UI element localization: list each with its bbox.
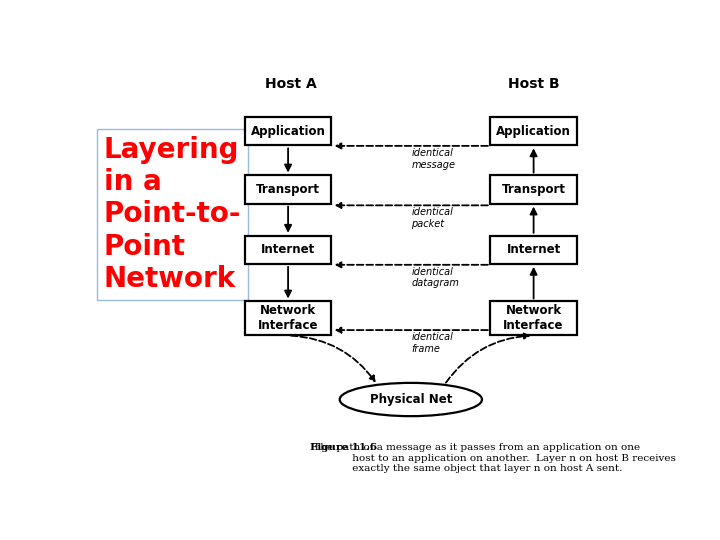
Text: identical
packet: identical packet	[411, 207, 454, 229]
Text: Transport: Transport	[502, 183, 566, 196]
Bar	[245, 176, 331, 204]
Text: The path of a message as it passes from an application on one
             host : The path of a message as it passes from …	[310, 443, 676, 473]
Text: Network
Interface: Network Interface	[503, 305, 564, 333]
Text: Network
Interface: Network Interface	[258, 305, 318, 333]
Bar	[245, 301, 331, 335]
Text: identical
frame: identical frame	[411, 332, 454, 354]
Bar	[490, 301, 577, 335]
Ellipse shape	[340, 383, 482, 416]
Bar	[245, 235, 331, 264]
Text: identical
datagram: identical datagram	[411, 267, 459, 288]
Bar	[490, 176, 577, 204]
Text: Application: Application	[251, 125, 325, 138]
Text: Physical Net: Physical Net	[369, 393, 452, 406]
Text: Transport: Transport	[256, 183, 320, 196]
Text: Application: Application	[496, 125, 571, 138]
Text: Internet: Internet	[261, 244, 315, 256]
Text: identical
message: identical message	[411, 148, 456, 170]
Text: Figure 11.6: Figure 11.6	[310, 443, 377, 452]
Bar	[490, 235, 577, 264]
Text: Internet: Internet	[506, 244, 561, 256]
Bar	[245, 117, 331, 145]
Text: Layering
in a
Point-to-
Point
Network: Layering in a Point-to- Point Network	[104, 136, 241, 293]
Text: Host B: Host B	[508, 77, 559, 91]
Text: Host A: Host A	[265, 77, 317, 91]
Bar	[490, 117, 577, 145]
